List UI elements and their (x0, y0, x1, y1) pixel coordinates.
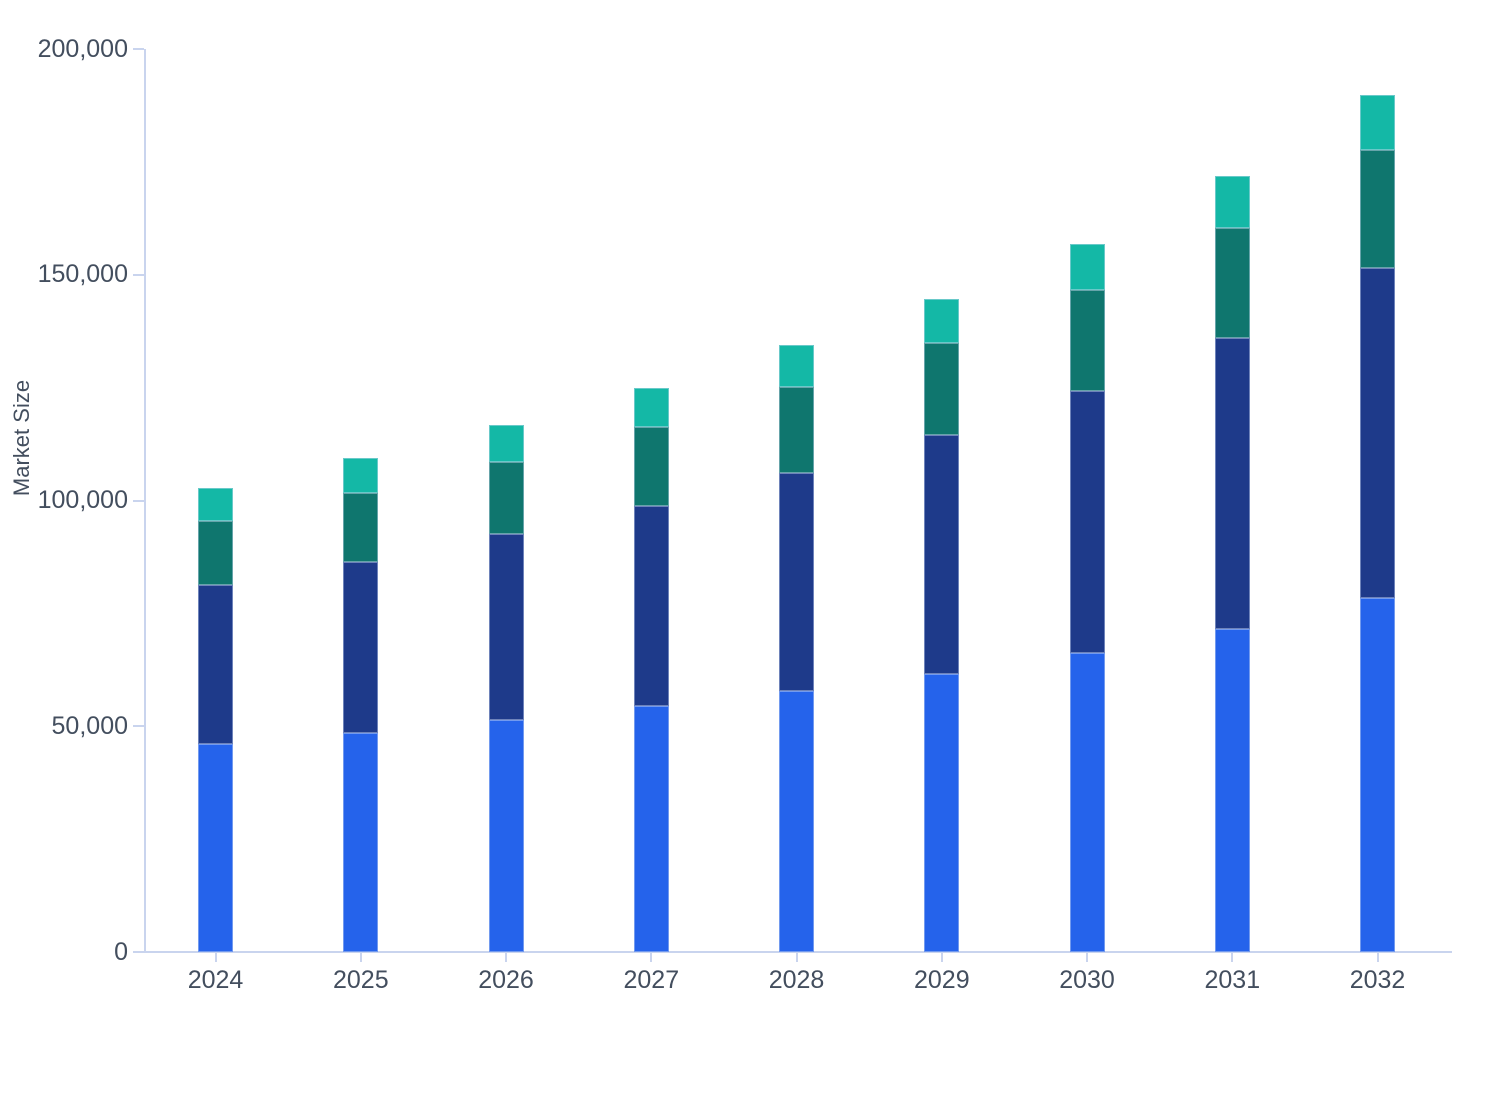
bar-segment-2031-segment-mint[interactable] (1214, 175, 1250, 228)
x-tick-label: 2032 (1349, 966, 1406, 994)
bar-2025[interactable] (343, 458, 379, 952)
bar-segment-2025-segment-teal[interactable] (343, 492, 379, 562)
bar-2026[interactable] (488, 425, 524, 952)
y-tick-mark (133, 48, 144, 50)
bar-segment-2028-segment-blue[interactable] (779, 691, 814, 952)
x-tick-label: 2027 (623, 966, 680, 994)
y-tick-mark (133, 273, 144, 276)
y-tick-label: 0 (114, 937, 128, 966)
bar-segment-2027-segment-blue[interactable] (633, 705, 669, 952)
bar-segment-2024-segment-navy[interactable] (198, 584, 233, 745)
bar-segment-2030-segment-blue[interactable] (1069, 653, 1105, 952)
bar-segment-2028-segment-mint[interactable] (779, 345, 814, 388)
x-tick-mark (795, 953, 798, 962)
y-tick-label: 100,000 (37, 486, 128, 514)
bar-segment-2031-segment-blue[interactable] (1214, 629, 1250, 952)
x-tick-label: 2029 (913, 966, 970, 994)
bar-2031[interactable] (1214, 175, 1250, 952)
bar-2032[interactable] (1360, 95, 1395, 952)
bar-2027[interactable] (633, 388, 669, 952)
bar-segment-2026-segment-teal[interactable] (488, 462, 524, 534)
x-tick-mark (214, 953, 217, 962)
bar-segment-2031-segment-teal[interactable] (1214, 227, 1250, 338)
x-tick-mark (650, 953, 653, 962)
bar-segment-2024-segment-blue[interactable] (198, 744, 233, 952)
x-tick-label: 2024 (187, 966, 244, 994)
x-tick-label: 2025 (332, 966, 389, 994)
x-tick-label: 2026 (478, 966, 534, 994)
bar-segment-2027-segment-mint[interactable] (633, 388, 669, 427)
bar-segment-2027-segment-navy[interactable] (633, 505, 669, 706)
x-tick-label: 2031 (1204, 966, 1261, 994)
x-tick-mark (940, 953, 943, 962)
x-tick-label: 2028 (768, 966, 825, 994)
bar-2029[interactable] (924, 299, 960, 952)
bar-segment-2029-segment-teal[interactable] (924, 343, 960, 436)
bar-segment-2026-segment-navy[interactable] (488, 533, 524, 721)
bar-segment-2032-segment-mint[interactable] (1360, 95, 1395, 151)
bar-segment-2024-segment-teal[interactable] (198, 520, 233, 585)
bar-segment-2027-segment-teal[interactable] (633, 426, 669, 506)
x-tick-mark (1086, 953, 1088, 962)
x-tick-mark (359, 953, 362, 962)
x-axis-line (144, 951, 1452, 953)
bar-2024[interactable] (198, 487, 233, 952)
bar-segment-2025-segment-mint[interactable] (343, 458, 379, 493)
bar-segment-2032-segment-navy[interactable] (1360, 267, 1395, 599)
x-tick-mark (505, 953, 507, 962)
y-tick-label: 50,000 (51, 711, 128, 740)
bar-segment-2026-segment-mint[interactable] (488, 425, 524, 463)
bar-segment-2032-segment-blue[interactable] (1360, 598, 1395, 952)
x-tick-label: 2030 (1059, 966, 1115, 994)
bar-segment-2025-segment-blue[interactable] (343, 732, 379, 952)
bar-segment-2032-segment-teal[interactable] (1360, 150, 1395, 268)
bar-2030[interactable] (1069, 244, 1105, 952)
bar-segment-2026-segment-blue[interactable] (488, 720, 524, 952)
x-tick-mark (1376, 953, 1379, 962)
bar-segment-2030-segment-navy[interactable] (1069, 390, 1105, 654)
y-tick-mark (133, 499, 144, 502)
y-tick-mark (133, 725, 144, 728)
bar-segment-2030-segment-teal[interactable] (1069, 290, 1105, 391)
x-tick-mark (1231, 953, 1234, 962)
y-tick-label: 200,000 (37, 34, 128, 63)
bar-segment-2028-segment-navy[interactable] (779, 472, 814, 692)
bar-segment-2030-segment-mint[interactable] (1069, 244, 1105, 291)
bar-segment-2029-segment-mint[interactable] (924, 299, 960, 343)
bar-segment-2028-segment-teal[interactable] (779, 387, 814, 473)
bar-segment-2029-segment-navy[interactable] (924, 435, 960, 674)
bar-2028[interactable] (779, 345, 814, 952)
y-tick-mark (133, 951, 144, 953)
bar-segment-2029-segment-blue[interactable] (924, 673, 960, 952)
bar-segment-2024-segment-mint[interactable] (198, 487, 233, 521)
y-tick-label: 150,000 (37, 260, 128, 289)
bar-segment-2031-segment-navy[interactable] (1214, 338, 1250, 630)
y-axis-line (144, 49, 146, 953)
bar-segment-2025-segment-navy[interactable] (343, 561, 379, 733)
